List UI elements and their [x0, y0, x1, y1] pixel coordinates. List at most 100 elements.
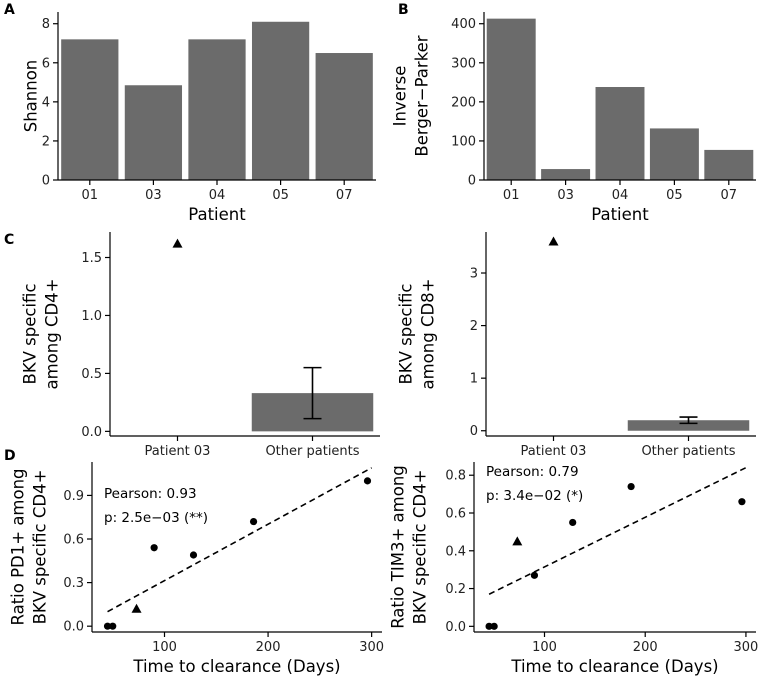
y-tick-label: 0.3 — [63, 576, 84, 591]
y-tick-label: 0.0 — [445, 620, 466, 635]
x-tick-label: 05 — [666, 188, 683, 203]
y-tick-label: 0.8 — [445, 469, 466, 484]
x-tick-label: 05 — [272, 188, 289, 203]
y-tick-label: 0.2 — [445, 582, 466, 597]
y-axis-title: Ratio TIM3+ among — [389, 465, 408, 629]
x-axis-title: Patient — [591, 205, 649, 224]
data-point — [490, 622, 498, 630]
y-axis-title: BKV specific — [21, 283, 40, 384]
y-tick-label: 0.9 — [63, 489, 84, 504]
x-tick-label: 03 — [145, 188, 162, 203]
stat-annotation: p: 2.5e−03 (**) — [104, 510, 208, 526]
y-tick-label: 0 — [470, 424, 478, 439]
x-tick-label: Other patients — [265, 444, 359, 459]
x-tick-label: 200 — [633, 640, 658, 655]
x-tick-label: 200 — [256, 640, 281, 655]
bar-01 — [61, 39, 119, 180]
y-axis-title: among CD8+ — [419, 278, 438, 389]
x-tick-label: 300 — [734, 640, 759, 655]
data-point — [363, 477, 372, 485]
y-tick-label: 4 — [42, 95, 50, 110]
data-point — [109, 622, 117, 630]
y-tick-label: 1.0 — [81, 309, 102, 324]
x-tick-label: 01 — [503, 188, 520, 203]
y-axis-title: among CD4+ — [43, 278, 62, 389]
data-point — [189, 551, 198, 559]
data-point — [627, 482, 635, 491]
trend-line — [107, 467, 373, 613]
y-axis-title: BKV specific — [397, 283, 416, 384]
panel-letter: D — [4, 448, 16, 464]
x-tick-label: 04 — [612, 188, 629, 203]
x-tick-label: Other patients — [641, 444, 735, 459]
panel-letter: A — [4, 2, 15, 18]
y-tick-label: 6 — [42, 56, 50, 71]
y-tick-label: 0.6 — [63, 533, 84, 548]
data-point — [485, 622, 493, 630]
y-tick-label: 0 — [468, 174, 476, 189]
y-axis-title: BKV specific CD4+ — [31, 470, 50, 625]
panel-letter: C — [4, 232, 14, 248]
x-tick-label: Patient 03 — [145, 444, 211, 459]
data-point — [569, 518, 577, 527]
y-tick-label: 1.5 — [81, 251, 102, 266]
x-tick-label: 07 — [721, 188, 738, 203]
y-tick-label: 0.0 — [81, 425, 102, 440]
y-tick-label: 0.5 — [81, 367, 102, 382]
bar-05 — [649, 128, 699, 180]
x-tick-label: 04 — [209, 188, 226, 203]
panel-C1: C Patient 03 Other patients 0.0 0.5 1.0 1.5 BKV… — [4, 232, 380, 459]
x-tick-label: 300 — [359, 640, 384, 655]
panel-B: B 01 03 04 05 07 0 100 200 300 400 Inverse Berger−Pa… — [391, 2, 756, 224]
bar-07 — [315, 53, 373, 180]
y-tick-label: 100 — [451, 134, 476, 149]
y-tick-label: 300 — [451, 56, 476, 71]
y-tick-label: 0 — [42, 174, 50, 189]
bar-01 — [486, 18, 536, 180]
data-point — [150, 544, 158, 552]
stat-annotation: p: 3.4e−02 (*) — [486, 488, 583, 504]
data-point — [738, 498, 746, 506]
data-point — [249, 517, 258, 526]
x-tick-label: Patient 03 — [521, 444, 587, 459]
y-tick-label: 0.4 — [445, 544, 466, 559]
bar-other-patients — [627, 420, 750, 431]
bar-03 — [124, 85, 183, 180]
x-tick-label: 03 — [557, 188, 574, 203]
y-tick-label: 3 — [470, 267, 478, 282]
panel-C2: Patient 03 Other patients 0 1 2 3 BKV specific… — [397, 232, 756, 459]
y-axis-title: Berger−Parker — [413, 35, 432, 156]
y-tick-label: 0.0 — [63, 620, 84, 635]
stat-annotation: Pearson: 0.93 — [104, 486, 197, 502]
y-axis-title: Inverse — [391, 66, 410, 127]
triangle-point — [512, 536, 523, 546]
y-tick-label: 8 — [42, 17, 50, 32]
y-axis-title: Shannon — [22, 60, 41, 133]
data-point — [103, 622, 112, 630]
x-tick-label: 07 — [336, 188, 353, 203]
stat-annotation: Pearson: 0.79 — [486, 464, 579, 480]
y-tick-label: 200 — [451, 95, 476, 110]
bar-05 — [251, 21, 310, 181]
y-tick-label: 1 — [470, 372, 478, 387]
y-tick-label: 2 — [42, 134, 50, 149]
x-tick-label: 100 — [152, 640, 177, 655]
y-tick-label: 400 — [451, 17, 476, 32]
bar-07 — [704, 149, 754, 180]
bar-04 — [595, 87, 645, 180]
panel-D2: Pearson: 0.79 p: 3.4e−02 (*) 100 200 300 0.0 0… — [389, 462, 759, 676]
x-tick-label: 01 — [82, 188, 99, 203]
panel-D1: D Pearson: 0.93 p: 2.5e−03 (**) 100 200 300 0.… — [4, 448, 384, 676]
bar-04 — [188, 39, 246, 180]
y-axis-title: Ratio PD1+ among — [9, 468, 28, 625]
triangle-point — [172, 238, 183, 248]
data-point — [530, 571, 539, 579]
panel-letter: B — [398, 2, 409, 18]
y-tick-label: 0.6 — [445, 507, 466, 522]
x-axis-title: Time to clearance (Days) — [132, 657, 340, 676]
y-tick-label: 2 — [470, 319, 478, 334]
panel-A: A 01 03 04 05 07 0 2 4 6 8 Shannon Patient — [4, 2, 376, 224]
x-tick-label: 100 — [532, 640, 557, 655]
triangle-point — [548, 236, 559, 246]
